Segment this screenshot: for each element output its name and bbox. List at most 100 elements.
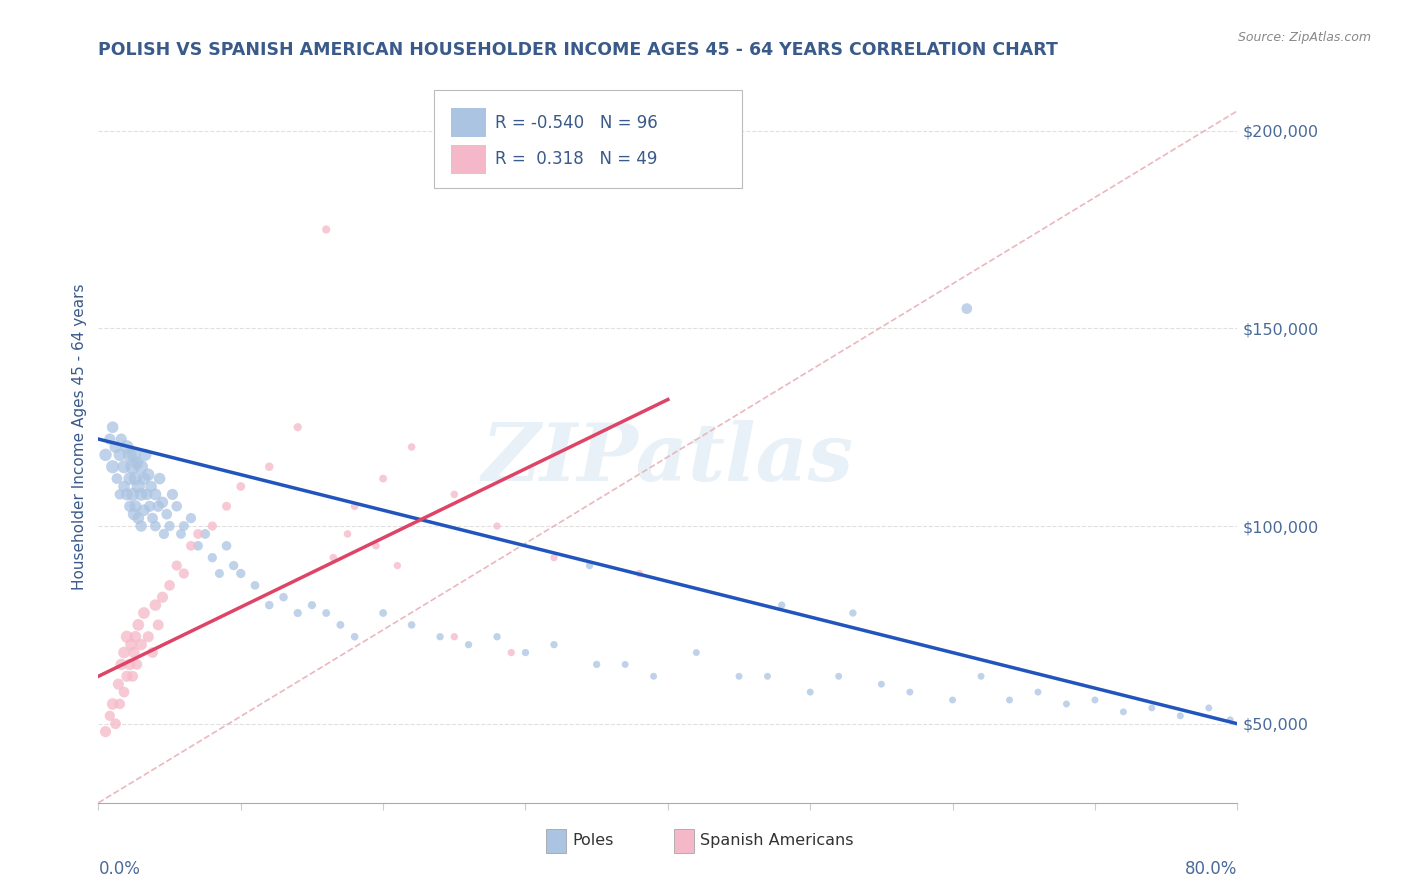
Text: 0.0%: 0.0%	[98, 860, 141, 878]
Point	[187, 527, 209, 541]
Point	[129, 487, 152, 501]
Point	[162, 487, 184, 501]
Point	[127, 479, 149, 493]
Point	[120, 638, 142, 652]
Point	[429, 630, 451, 644]
Point	[1219, 713, 1241, 727]
Point	[443, 487, 465, 501]
Point	[127, 511, 149, 525]
Point	[115, 630, 138, 644]
Text: 80.0%: 80.0%	[1185, 860, 1237, 878]
Point	[194, 527, 217, 541]
Point	[1084, 693, 1107, 707]
Point	[222, 558, 245, 573]
Point	[543, 550, 565, 565]
Point	[112, 685, 135, 699]
Point	[110, 657, 132, 672]
Point	[770, 598, 793, 612]
Point	[129, 459, 152, 474]
Point	[215, 539, 238, 553]
Point	[101, 697, 124, 711]
Point	[125, 657, 148, 672]
Point	[486, 519, 509, 533]
Point	[132, 606, 155, 620]
Point	[208, 566, 231, 581]
Point	[578, 558, 600, 573]
Point	[118, 472, 141, 486]
Point	[970, 669, 993, 683]
Text: Spanish Americans: Spanish Americans	[700, 833, 853, 848]
Point	[129, 519, 152, 533]
Point	[898, 685, 921, 699]
Point	[139, 479, 162, 493]
Point	[125, 456, 148, 470]
Point	[259, 459, 281, 474]
Point	[101, 420, 124, 434]
Point	[115, 487, 138, 501]
Point	[129, 638, 152, 652]
Point	[159, 519, 181, 533]
Point	[287, 606, 309, 620]
Point	[243, 578, 266, 592]
Point	[170, 527, 193, 541]
Point	[149, 472, 172, 486]
Point	[343, 630, 366, 644]
Point	[229, 566, 252, 581]
Point	[166, 500, 188, 514]
Point	[166, 558, 188, 573]
Point	[799, 685, 821, 699]
Point	[401, 440, 423, 454]
Point	[685, 646, 707, 660]
Point	[141, 511, 163, 525]
Text: POLISH VS SPANISH AMERICAN HOUSEHOLDER INCOME AGES 45 - 64 YEARS CORRELATION CHA: POLISH VS SPANISH AMERICAN HOUSEHOLDER I…	[98, 41, 1059, 59]
Point	[153, 527, 176, 541]
Point	[401, 618, 423, 632]
Point	[135, 487, 157, 501]
Point	[457, 638, 479, 652]
Point	[136, 630, 159, 644]
Bar	[673, 830, 695, 853]
Point	[118, 657, 141, 672]
Point	[136, 467, 159, 482]
FancyBboxPatch shape	[434, 90, 742, 188]
Point	[94, 448, 117, 462]
Point	[112, 459, 135, 474]
Point	[628, 566, 651, 581]
Point	[108, 487, 131, 501]
Point	[828, 669, 851, 683]
Point	[443, 630, 465, 644]
Point	[94, 724, 117, 739]
Point	[138, 500, 160, 514]
Point	[728, 669, 751, 683]
Point	[132, 503, 155, 517]
Point	[180, 539, 202, 553]
Point	[215, 500, 238, 514]
Point	[543, 638, 565, 652]
Point	[287, 420, 309, 434]
Point	[870, 677, 893, 691]
Point	[336, 527, 359, 541]
Point	[273, 591, 295, 605]
Point	[942, 693, 965, 707]
Point	[301, 598, 323, 612]
Point	[148, 618, 170, 632]
Point	[110, 432, 132, 446]
Text: Poles: Poles	[572, 833, 613, 848]
Point	[104, 716, 127, 731]
Point	[201, 519, 224, 533]
Point	[122, 646, 145, 660]
Point	[122, 507, 145, 521]
Bar	[546, 830, 567, 853]
Point	[108, 448, 131, 462]
Point	[329, 618, 352, 632]
Point	[315, 222, 337, 236]
Point	[1198, 701, 1220, 715]
Text: Source: ZipAtlas.com: Source: ZipAtlas.com	[1237, 31, 1371, 45]
Point	[501, 646, 523, 660]
Bar	[451, 108, 485, 137]
Point	[124, 500, 146, 514]
Point	[152, 495, 174, 509]
Point	[515, 646, 537, 660]
Point	[315, 606, 337, 620]
Point	[364, 539, 387, 553]
